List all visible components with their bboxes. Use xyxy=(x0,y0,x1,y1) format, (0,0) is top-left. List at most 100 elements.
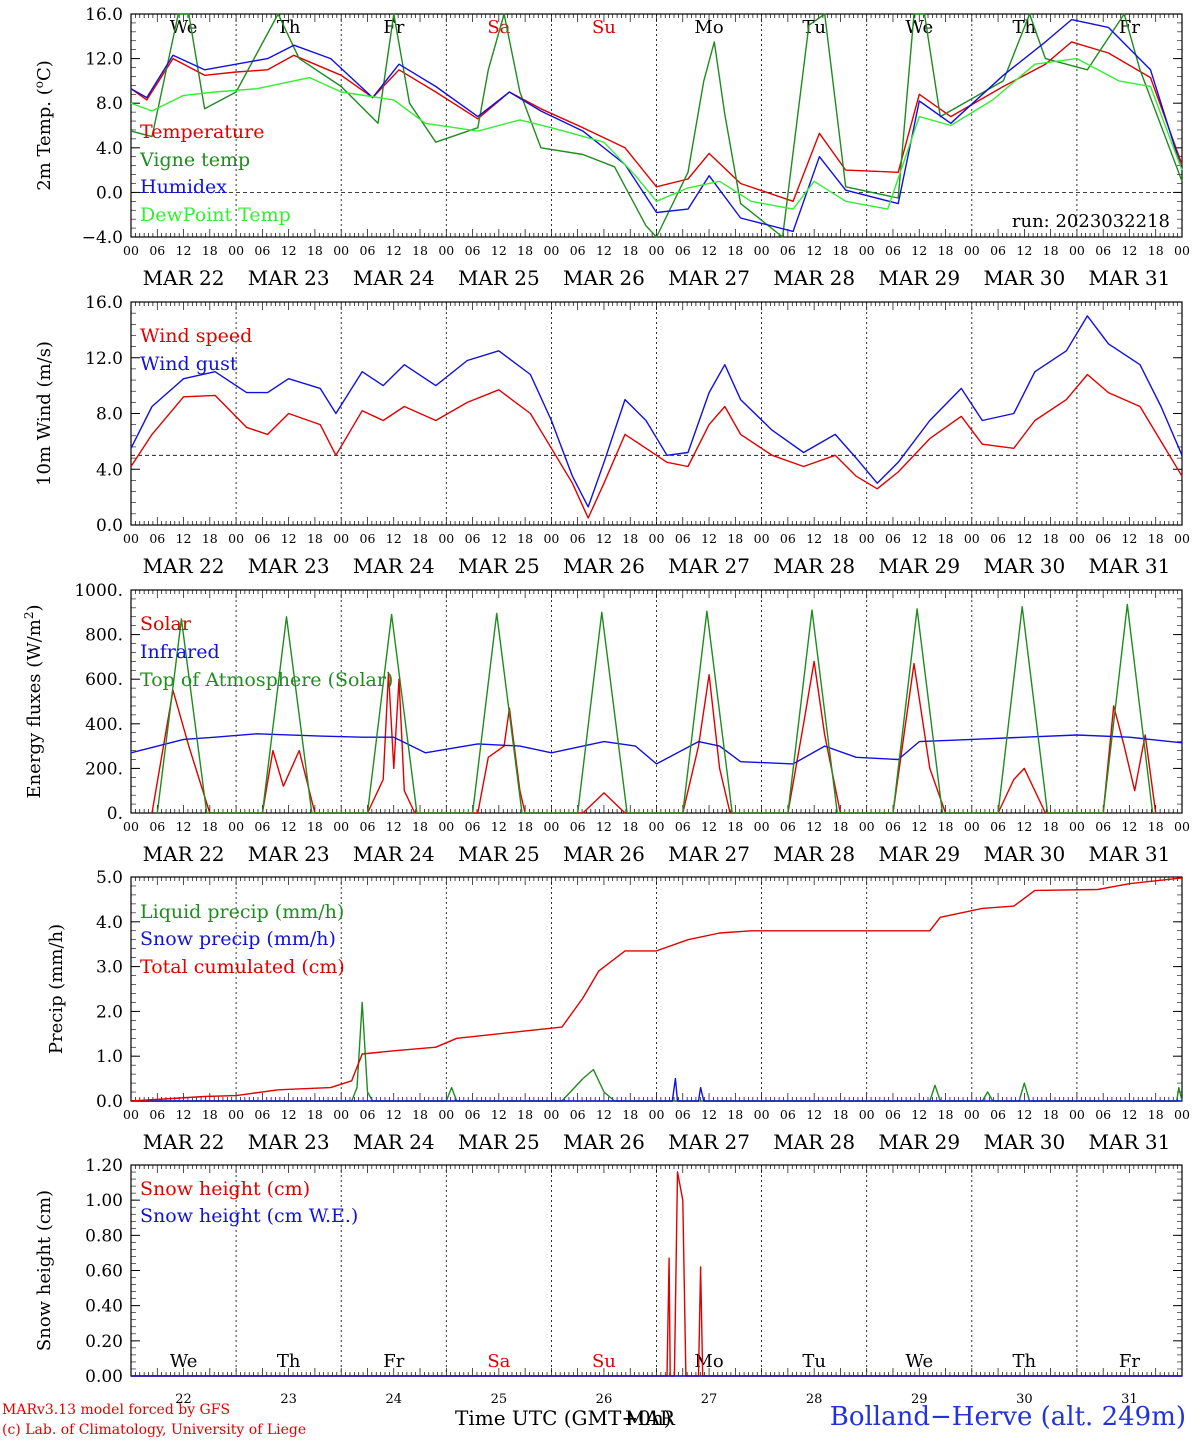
x-hour-label: 00 xyxy=(333,243,349,258)
y-tick-label: 600. xyxy=(85,670,123,690)
x-hour-label: 12 xyxy=(491,531,507,546)
x-date-label: MAR 22 xyxy=(143,842,225,866)
legend-entry: Total cumulated (cm) xyxy=(140,956,345,978)
y-axis-label: 10m Wind (m/s) xyxy=(34,341,55,486)
x-hour-label: 18 xyxy=(307,1107,323,1122)
y-tick-label: 8.0 xyxy=(96,94,123,114)
x-hour-label: 12 xyxy=(176,531,192,546)
x-hour-label: 00 xyxy=(649,1107,665,1122)
x-hour-label: 06 xyxy=(149,531,165,546)
legend-entry: Snow height (cm) xyxy=(140,1178,310,1200)
series-line-humidex xyxy=(130,18,1183,233)
x-hour-label: 12 xyxy=(176,243,192,258)
x-hour-label: 00 xyxy=(754,531,770,546)
x-hour-label: 12 xyxy=(1016,243,1032,258)
x-hour-label: 18 xyxy=(938,1107,954,1122)
y-tick-label: 0.80 xyxy=(85,1226,123,1246)
x-hour-label: 18 xyxy=(938,819,954,834)
y-axis-label: Energy fluxes (W/m2) xyxy=(22,604,45,798)
x-hour-label: 18 xyxy=(1148,819,1164,834)
weekday-label: We xyxy=(905,17,933,38)
x-date-label: MAR 23 xyxy=(248,554,330,578)
y-tick-label: 1.0 xyxy=(96,1047,123,1067)
x-hour-label: 00 xyxy=(859,819,875,834)
x-hour-label: 12 xyxy=(596,1107,612,1122)
x-hour-label: 06 xyxy=(885,819,901,834)
x-hour-label: 06 xyxy=(254,243,270,258)
x-hour-label: 00 xyxy=(123,243,139,258)
x-hour-label: 12 xyxy=(806,531,822,546)
x-hour-label: 18 xyxy=(517,243,533,258)
y-tick-label: 200. xyxy=(85,759,123,779)
weekday-label: Su xyxy=(592,17,616,38)
y-tick-label: 1000. xyxy=(74,581,123,601)
x-day-number: 30 xyxy=(1016,1392,1033,1407)
x-hour-label: 12 xyxy=(1121,243,1137,258)
x-date-label: MAR 23 xyxy=(248,842,330,866)
x-date-label: MAR 29 xyxy=(878,1130,960,1154)
x-hour-label: 18 xyxy=(202,819,218,834)
x-hour-label: 18 xyxy=(307,243,323,258)
x-hour-label: 00 xyxy=(228,243,244,258)
x-hour-label: 12 xyxy=(701,819,717,834)
x-date-label: MAR 22 xyxy=(143,554,225,578)
x-hour-label: 00 xyxy=(859,243,875,258)
y-tick-label: 0.0 xyxy=(96,1092,123,1112)
x-hour-label: 06 xyxy=(1095,819,1111,834)
x-hour-label: 00 xyxy=(333,531,349,546)
x-hour-label: 12 xyxy=(806,243,822,258)
series-line-vigne-temp xyxy=(130,13,1183,238)
panel-4: 0.0 1.0 2.0 3.0 4.0 5.0 Precip (mm/h) 00 06 12 18 0… xyxy=(46,868,1190,1154)
x-hour-label: 18 xyxy=(622,243,638,258)
panel-1: −4.0 0.0 4.0 8.0 12.0 16.0 2m Temp. (oC) 00 06 12… xyxy=(32,5,1190,290)
y-tick-label: 0.00 xyxy=(85,1367,123,1387)
x-hour-label: 00 xyxy=(543,243,559,258)
weekday-label: Sa xyxy=(487,1351,510,1372)
x-hour-label: 06 xyxy=(465,819,481,834)
legend-entry: Liquid precip (mm/h) xyxy=(140,901,344,923)
x-hour-label: 18 xyxy=(202,531,218,546)
x-date-label: MAR 25 xyxy=(458,842,540,866)
x-hour-label: 18 xyxy=(832,819,848,834)
y-tick-label: −4.0 xyxy=(82,228,123,248)
legend-entry: Infrared xyxy=(140,641,220,663)
y-tick-label: 1.00 xyxy=(85,1191,123,1211)
x-hour-label: 12 xyxy=(1121,1107,1137,1122)
x-date-label: MAR 31 xyxy=(1089,842,1171,866)
weekday-label: We xyxy=(905,1351,933,1372)
x-date-label: MAR 23 xyxy=(248,266,330,290)
x-hour-label: 00 xyxy=(1174,1107,1190,1122)
x-date-label: MAR 27 xyxy=(668,1130,750,1154)
x-hour-label: 00 xyxy=(438,243,454,258)
x-hour-label: 00 xyxy=(649,243,665,258)
x-hour-label: 12 xyxy=(281,1107,297,1122)
y-tick-label: 0.0 xyxy=(96,183,123,203)
x-hour-label: 06 xyxy=(254,1107,270,1122)
x-hour-label: 18 xyxy=(727,243,743,258)
x-hour-label: 06 xyxy=(990,819,1006,834)
x-hour-label: 12 xyxy=(596,531,612,546)
x-hour-label: 18 xyxy=(412,1107,428,1122)
x-hour-label: 18 xyxy=(412,531,428,546)
x-hour-label: 06 xyxy=(570,819,586,834)
x-hour-label: 18 xyxy=(307,819,323,834)
y-tick-label: 4.0 xyxy=(96,913,123,933)
weekday-label: Sa xyxy=(487,17,510,38)
x-date-label: MAR 23 xyxy=(248,1130,330,1154)
x-date-label: MAR 22 xyxy=(143,266,225,290)
x-hour-label: 12 xyxy=(806,1107,822,1122)
x-hour-label: 12 xyxy=(1016,819,1032,834)
x-hour-label: 18 xyxy=(1148,243,1164,258)
x-hour-label: 06 xyxy=(780,243,796,258)
series-line-total-cumulated-cm- xyxy=(130,877,1183,1102)
x-hour-label: 00 xyxy=(1174,819,1190,834)
x-hour-label: 00 xyxy=(1069,819,1085,834)
x-hour-label: 12 xyxy=(911,531,927,546)
weekday-label: Tu xyxy=(802,1351,826,1372)
x-hour-label: 12 xyxy=(281,819,297,834)
x-hour-label: 06 xyxy=(885,1107,901,1122)
series-line-wind-gust xyxy=(130,315,1183,508)
x-date-label: MAR 25 xyxy=(458,266,540,290)
x-hour-label: 00 xyxy=(438,531,454,546)
legend-entry: Humidex xyxy=(140,176,227,198)
